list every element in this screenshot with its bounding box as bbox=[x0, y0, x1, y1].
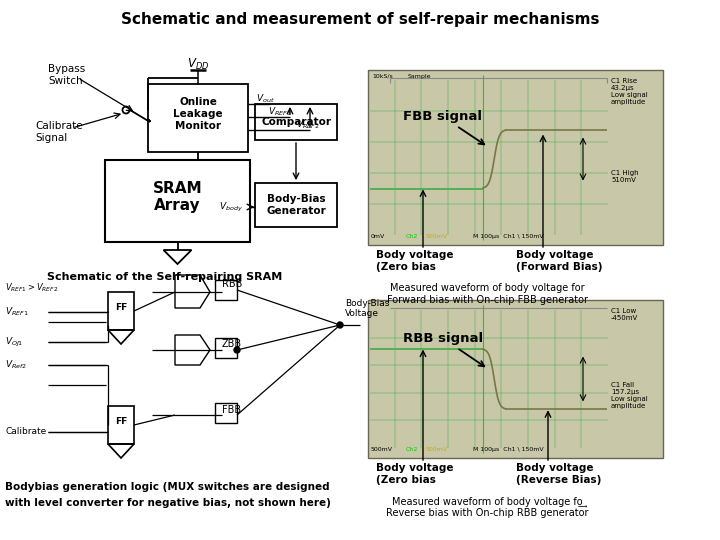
Text: with level converter for negative bias, not shown here): with level converter for negative bias, … bbox=[5, 498, 331, 508]
Text: Bypass
Switch: Bypass Switch bbox=[48, 64, 85, 86]
Text: C1 Fall
157.2µs
Low signal
amplitude: C1 Fall 157.2µs Low signal amplitude bbox=[611, 382, 648, 409]
Bar bbox=[148, 84, 248, 152]
Text: 500mV: 500mV bbox=[371, 447, 393, 452]
Text: 500mV: 500mV bbox=[426, 234, 448, 239]
Bar bbox=[368, 70, 663, 245]
Text: 500mV: 500mV bbox=[426, 447, 448, 452]
Text: FF: FF bbox=[115, 417, 127, 426]
Text: 0mV: 0mV bbox=[371, 234, 385, 239]
Text: $V_{DD}$: $V_{DD}$ bbox=[186, 57, 210, 71]
Text: M 100µs  Ch1 \ 150mV: M 100µs Ch1 \ 150mV bbox=[473, 447, 544, 452]
Text: RBB signal: RBB signal bbox=[403, 332, 485, 366]
Text: FBB: FBB bbox=[222, 405, 241, 415]
Text: $V_{out}$: $V_{out}$ bbox=[256, 93, 275, 105]
Bar bbox=[108, 292, 134, 330]
Text: Calibrate
Signal: Calibrate Signal bbox=[35, 121, 83, 143]
Text: Body-Bias
Voltage: Body-Bias Voltage bbox=[345, 299, 390, 318]
Text: $V_{Ref2}$: $V_{Ref2}$ bbox=[5, 359, 27, 372]
Text: C1 High
510mV: C1 High 510mV bbox=[611, 170, 639, 183]
Bar bbox=[255, 104, 337, 140]
Text: RBB: RBB bbox=[222, 279, 243, 289]
Bar bbox=[215, 403, 237, 423]
Text: C1 Rise
43.2µs
Low signal
amplitude: C1 Rise 43.2µs Low signal amplitude bbox=[611, 78, 648, 105]
Text: C1 Low
-450mV: C1 Low -450mV bbox=[611, 308, 638, 321]
Circle shape bbox=[337, 322, 343, 328]
Text: M 100µs  Ch1 \ 150mV: M 100µs Ch1 \ 150mV bbox=[473, 234, 544, 239]
Text: $V_{REF2}$: $V_{REF2}$ bbox=[296, 119, 320, 131]
Text: Ch2: Ch2 bbox=[406, 447, 418, 452]
Text: SRAM
Array: SRAM Array bbox=[153, 181, 202, 213]
Text: Body voltage
(Zero bias: Body voltage (Zero bias bbox=[376, 250, 454, 272]
Text: Schematic and measurement of self-repair mechanisms: Schematic and measurement of self-repair… bbox=[121, 12, 599, 27]
Text: Ch2: Ch2 bbox=[406, 234, 418, 239]
Bar bbox=[368, 300, 663, 458]
Text: Measured waveform of body voltage fo͢
Reverse bias with On-chip RBB generator: Measured waveform of body voltage fo͢ Re… bbox=[386, 496, 589, 518]
Text: ZBB: ZBB bbox=[222, 339, 242, 349]
Bar bbox=[108, 406, 134, 444]
Text: $V_{REF1} > V_{REF2}$: $V_{REF1} > V_{REF2}$ bbox=[5, 282, 58, 294]
Text: Body voltage
(Forward Bias): Body voltage (Forward Bias) bbox=[516, 250, 603, 272]
Text: Body-Bias
Generator: Body-Bias Generator bbox=[266, 194, 326, 216]
Text: FBB signal: FBB signal bbox=[403, 110, 485, 144]
Text: Body voltage
(Zero bias: Body voltage (Zero bias bbox=[376, 463, 454, 484]
Bar bbox=[105, 160, 250, 242]
Bar bbox=[255, 183, 337, 227]
Circle shape bbox=[234, 347, 240, 353]
Bar bbox=[215, 280, 237, 300]
Text: Body voltage
(Reverse Bias): Body voltage (Reverse Bias) bbox=[516, 463, 601, 484]
Text: Online
Leakage
Monitor: Online Leakage Monitor bbox=[174, 97, 222, 131]
Text: Sample: Sample bbox=[408, 74, 431, 79]
Text: 10kS/s: 10kS/s bbox=[372, 74, 392, 79]
Text: $V_{body}$: $V_{body}$ bbox=[219, 200, 243, 213]
Text: Comparator: Comparator bbox=[261, 117, 331, 127]
Text: Schematic of the Self-repairing SRAM: Schematic of the Self-repairing SRAM bbox=[48, 272, 283, 282]
Text: Bodybias generation logic (MUX switches are designed: Bodybias generation logic (MUX switches … bbox=[5, 482, 330, 492]
Text: Calibrate: Calibrate bbox=[5, 428, 46, 436]
Text: $V_{REF1}$: $V_{REF1}$ bbox=[5, 306, 29, 318]
Bar bbox=[215, 338, 237, 358]
Text: Measured waveform of body voltage for
Forward bias with On-chip FBB generator: Measured waveform of body voltage for Fo… bbox=[387, 283, 588, 305]
Text: $V_{OJ1}$: $V_{OJ1}$ bbox=[5, 335, 24, 348]
Text: $V_{REF1}$: $V_{REF1}$ bbox=[268, 106, 292, 118]
Text: FF: FF bbox=[115, 303, 127, 312]
